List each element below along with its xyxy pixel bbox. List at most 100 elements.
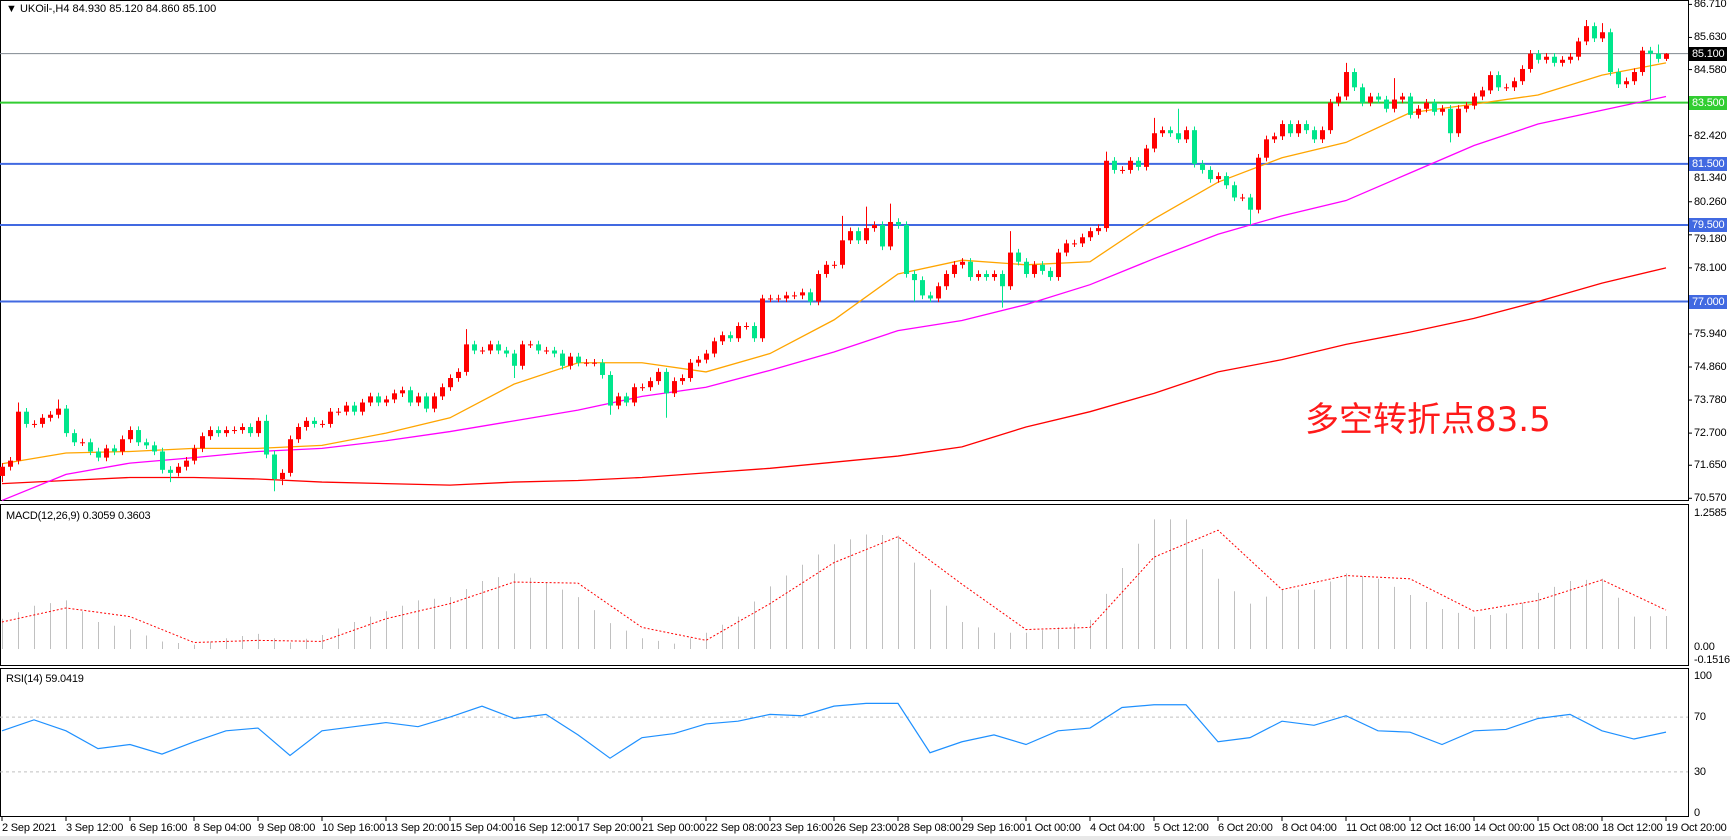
ohlc-readout: 84.930 85.120 84.860 85.100 [72, 3, 217, 15]
time-axis-label: 15 Oct 08:00 [1538, 822, 1599, 834]
candle-body [472, 344, 477, 351]
candle-body [1232, 185, 1237, 198]
candle [768, 294, 773, 303]
candle-body [1544, 56, 1549, 60]
candle [1640, 46, 1645, 76]
candle-body [912, 273, 917, 281]
candle-body [792, 295, 797, 297]
candle [416, 392, 421, 407]
candle [664, 368, 669, 418]
candle-body [864, 228, 869, 241]
candle-body [1576, 41, 1581, 57]
rsi-panel [0, 702, 1688, 773]
candle [1600, 23, 1605, 43]
candle-body [56, 408, 61, 415]
candle [376, 392, 381, 407]
candle [504, 346, 509, 358]
candle-body [808, 292, 813, 302]
price-axis-label: 80.260 [1694, 195, 1727, 208]
candle-body [80, 442, 85, 444]
candle [624, 392, 629, 407]
candle-body [1152, 133, 1157, 149]
candle-body [184, 460, 189, 467]
candle [8, 456, 13, 471]
candle [936, 282, 941, 303]
candle [896, 218, 901, 229]
candle [632, 383, 637, 407]
candle-body [360, 402, 365, 412]
candle [1392, 78, 1397, 113]
candle [1648, 46, 1653, 100]
candle-body [512, 353, 517, 366]
candle [352, 401, 357, 416]
candle [864, 206, 869, 244]
candle [344, 401, 349, 416]
candle-body [1304, 124, 1309, 131]
candle [1344, 62, 1349, 101]
candle-body [648, 381, 653, 388]
candle [880, 221, 885, 251]
candle-body [744, 326, 749, 328]
candle [1320, 126, 1325, 144]
candle-body [208, 430, 213, 437]
candle [1136, 157, 1141, 171]
price-axis-label: 70.570 [1694, 492, 1727, 505]
price-axis-label: 85.630 [1694, 31, 1727, 44]
candle [328, 408, 333, 428]
candle [1288, 120, 1293, 137]
candle [1048, 267, 1053, 281]
candle [16, 402, 21, 465]
candle [640, 383, 645, 391]
candle-body [1200, 163, 1205, 170]
candle-body [1592, 26, 1597, 39]
candle-body [1504, 87, 1509, 89]
candle [784, 291, 789, 303]
candle-body [1008, 252, 1013, 287]
candle [464, 329, 469, 376]
candle-body [1280, 124, 1285, 137]
candle [512, 349, 517, 379]
candle-body [952, 264, 957, 274]
candle [1104, 151, 1109, 232]
candle-body [1328, 102, 1333, 131]
candle-body [1432, 102, 1437, 112]
candle-body [1464, 105, 1469, 109]
candle-body [1552, 56, 1557, 63]
candle [1216, 172, 1221, 183]
candle [760, 294, 765, 342]
candle [704, 349, 709, 364]
candle-body [464, 344, 469, 372]
time-axis-label: 19 Oct 20:00 [1666, 822, 1727, 834]
candle-body [960, 261, 965, 265]
candle [1056, 248, 1061, 281]
candle [592, 359, 597, 367]
candle [528, 340, 533, 349]
candle [1504, 83, 1509, 91]
candle-body [1528, 53, 1533, 69]
candle [1328, 98, 1333, 134]
candle [1584, 20, 1589, 46]
candle-body [112, 448, 117, 452]
candle-body [784, 295, 789, 299]
candle [1488, 71, 1493, 95]
candle [992, 270, 997, 281]
candle [1184, 126, 1189, 144]
candle-body [88, 442, 93, 452]
candle [520, 340, 525, 370]
triangle-down-icon[interactable]: ▼ [6, 3, 17, 15]
candle-body [424, 396, 429, 409]
candle [608, 371, 613, 415]
candle [312, 417, 317, 428]
candle-body [1256, 157, 1261, 210]
candle [1160, 126, 1165, 137]
candle [1456, 105, 1461, 137]
candle [320, 420, 325, 428]
candle [1224, 172, 1229, 189]
candle [568, 352, 573, 370]
candle [1376, 92, 1381, 104]
candle [952, 261, 957, 278]
candle-body [408, 390, 413, 403]
candle-body [1024, 261, 1029, 274]
candle [656, 368, 661, 385]
